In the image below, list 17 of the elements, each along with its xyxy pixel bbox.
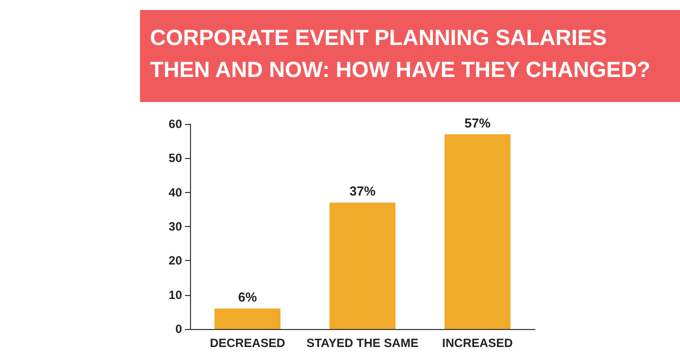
y-tick-label: 30 [168,220,182,234]
x-tick-label: INCREASED [442,336,514,350]
y-tick-label: 10 [168,288,182,302]
y-tick-label: 0 [175,322,182,336]
chart-title: CORPORATE EVENT PLANNING SALARIES THEN AND NOW: HOW HAVE THEY CHANGED? [140,10,680,102]
x-tick-label: DECREASED [210,336,286,350]
data-label: 57% [464,115,491,130]
x-tick-label: STAYED THE SAME [306,336,419,350]
bar [214,308,280,329]
data-label: 6% [238,290,258,304]
y-tick-label: 50 [168,151,182,166]
data-label: 37% [349,184,376,199]
y-tick-label: 40 [168,185,182,200]
bar [330,202,396,329]
y-tick-label: 20 [168,254,182,268]
y-tick-label: 60 [168,117,182,131]
bar [444,134,510,329]
